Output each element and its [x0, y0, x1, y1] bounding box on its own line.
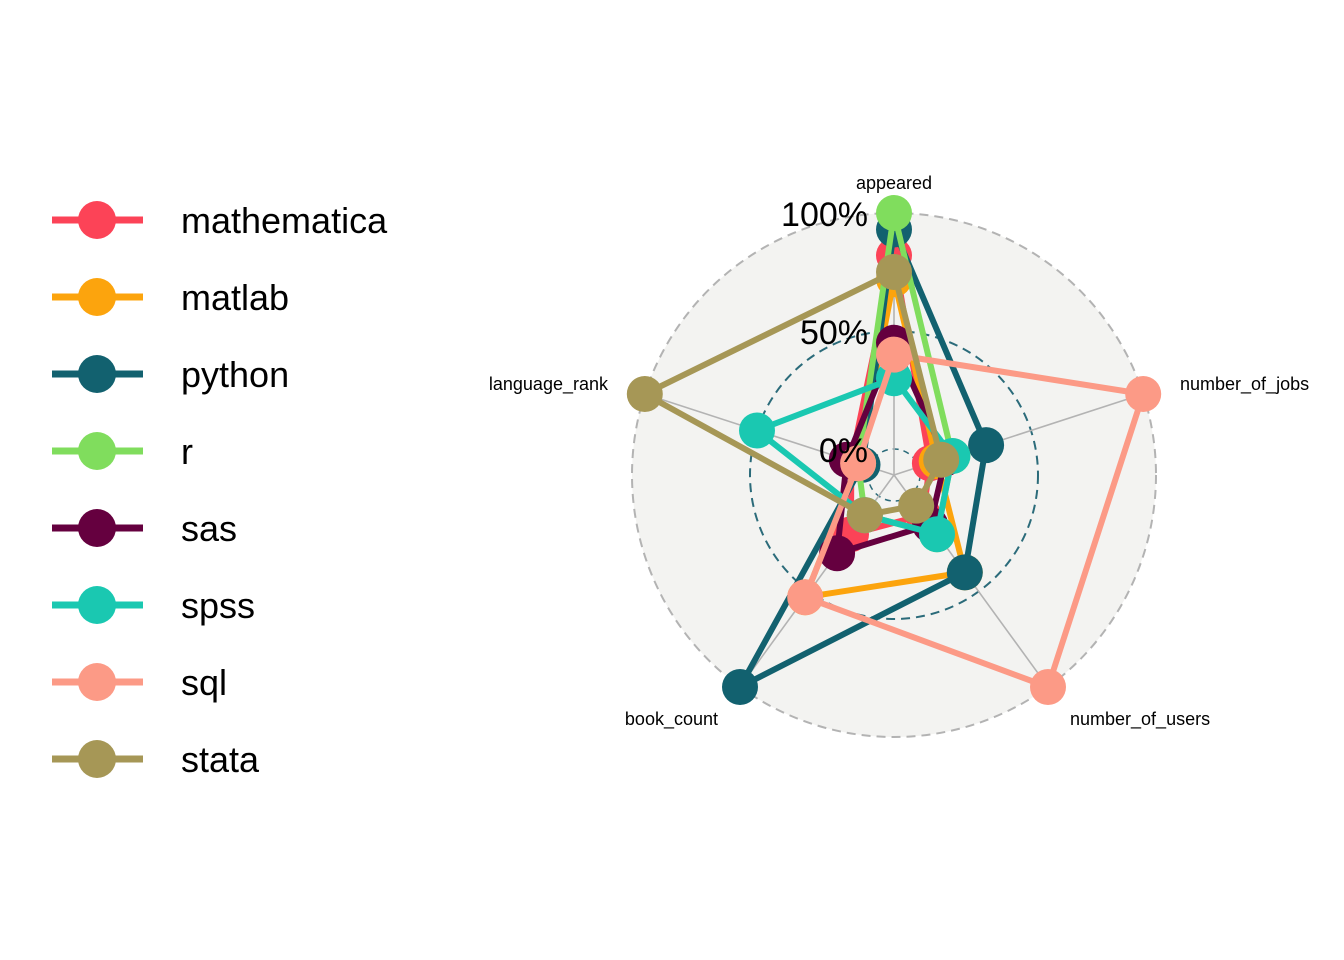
- point-stata-language-rank: [626, 376, 663, 412]
- point-stata-number-of-jobs: [923, 441, 960, 478]
- point-sql-number-of-jobs: [1125, 376, 1162, 412]
- axis-label-number-of-users: number_of_users: [1070, 709, 1210, 730]
- legend-item-matlab: matlab: [52, 277, 289, 318]
- point-stata-number-of-users: [898, 487, 935, 524]
- legend-label: matlab: [181, 277, 289, 318]
- legend-label: sas: [181, 508, 237, 549]
- point-sql-number-of-users: [1030, 669, 1066, 705]
- legend-item-sas: sas: [52, 508, 237, 549]
- point-sql-book-count: [787, 579, 824, 616]
- axis-label-number-of-jobs: number_of_jobs: [1180, 374, 1309, 395]
- point-stata-book-count: [846, 497, 883, 534]
- legend-item-mathematica: mathematica: [52, 200, 388, 241]
- legend-label: python: [181, 354, 289, 395]
- point-spss-number-of-users: [919, 516, 955, 553]
- legend-swatch-dot: [78, 740, 116, 778]
- point-python-number-of-jobs: [968, 427, 1005, 464]
- legend-label: mathematica: [181, 200, 388, 241]
- legend-label: stata: [181, 739, 260, 780]
- legend-swatch-dot: [78, 509, 116, 547]
- point-sql-language-rank: [840, 445, 877, 482]
- series-line-stata: [641, 269, 945, 519]
- legend-swatch-dot: [78, 278, 116, 316]
- legend-swatch-dot: [78, 432, 116, 470]
- legend-swatch-dot: [78, 201, 116, 239]
- point-python-book-count: [722, 669, 758, 705]
- axis-label-language-rank: language_rank: [489, 374, 609, 395]
- axis-labels: appeared number_of_jobs number_of_users boo…: [489, 173, 1309, 730]
- legend-label: r: [181, 431, 193, 472]
- point-python-number-of-users: [946, 554, 983, 591]
- grid-label-50: 50%: [800, 314, 868, 352]
- legend-item-spss: spss: [52, 585, 255, 626]
- point-r-appeared: [876, 195, 912, 231]
- axis-label-book-count: book_count: [625, 709, 718, 730]
- series-line-sql: [802, 351, 1147, 690]
- series-sql: [787, 336, 1162, 705]
- point-sql-appeared: [876, 336, 912, 373]
- legend-swatch-dot: [78, 663, 116, 701]
- legend-item-sql: sql: [52, 662, 227, 703]
- legend-item-stata: stata: [52, 739, 260, 780]
- grid-labels: 0% 50% 100%: [781, 196, 868, 470]
- radar-series: [626, 195, 1162, 705]
- legend-label: sql: [181, 662, 227, 703]
- point-stata-appeared: [876, 254, 912, 290]
- point-spss-language-rank: [739, 412, 775, 449]
- legend-swatch-dot: [78, 355, 116, 393]
- grid-label-100: 100%: [781, 196, 868, 234]
- legend: mathematica matlab python r sas spss sql stata: [52, 200, 388, 780]
- legend-item-r: r: [52, 431, 193, 472]
- axis-label-appeared: appeared: [856, 173, 932, 193]
- legend-item-python: python: [52, 354, 289, 395]
- legend-label: spss: [181, 585, 255, 626]
- legend-swatch-dot: [78, 586, 116, 624]
- radar-plot: appeared number_of_jobs number_of_users boo…: [489, 173, 1309, 738]
- series-stata: [626, 254, 960, 534]
- grid-label-0: 0%: [819, 432, 868, 470]
